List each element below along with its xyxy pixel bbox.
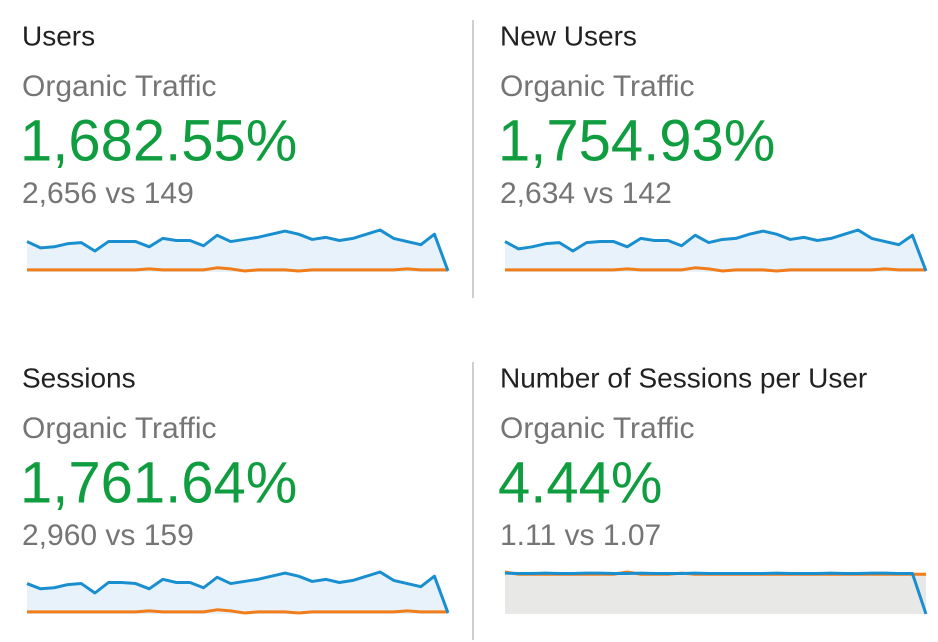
percent-change: 4.44%: [498, 450, 662, 515]
sparkline-area: [27, 572, 448, 614]
percent-change: 1,682.55%: [20, 108, 297, 173]
percent-change: 1,754.93%: [498, 108, 775, 173]
metric-title: Users: [22, 20, 95, 51]
metric-title: Number of Sessions per User: [500, 362, 867, 393]
sparkline-line: [27, 608, 448, 615]
metric-title: Sessions: [22, 362, 136, 393]
comparison: 2,960 vs 159: [22, 519, 194, 552]
sparkline-line: [504, 571, 928, 615]
sparkline-line: [504, 228, 928, 272]
percent-change: 1,761.64%: [20, 450, 297, 515]
sparkline-line: [27, 266, 448, 273]
comparison: 2,656 vs 149: [22, 177, 194, 210]
segment-label: Organic Traffic: [22, 412, 217, 445]
sparkline-line: [26, 228, 450, 272]
comparison: 2,634 vs 142: [500, 177, 672, 210]
segment-label: Organic Traffic: [22, 70, 217, 103]
sparkline-area: [27, 230, 448, 272]
sparkline-area: [505, 572, 926, 614]
segment-label: Organic Traffic: [500, 412, 695, 445]
sparkline-line: [26, 570, 450, 614]
sparkline-line: [505, 266, 926, 273]
metric-title: New Users: [500, 20, 637, 51]
comparison: 1.11 vs 1.07: [500, 519, 661, 552]
segment-label: Organic Traffic: [500, 70, 695, 103]
sparkline-area: [505, 230, 926, 272]
